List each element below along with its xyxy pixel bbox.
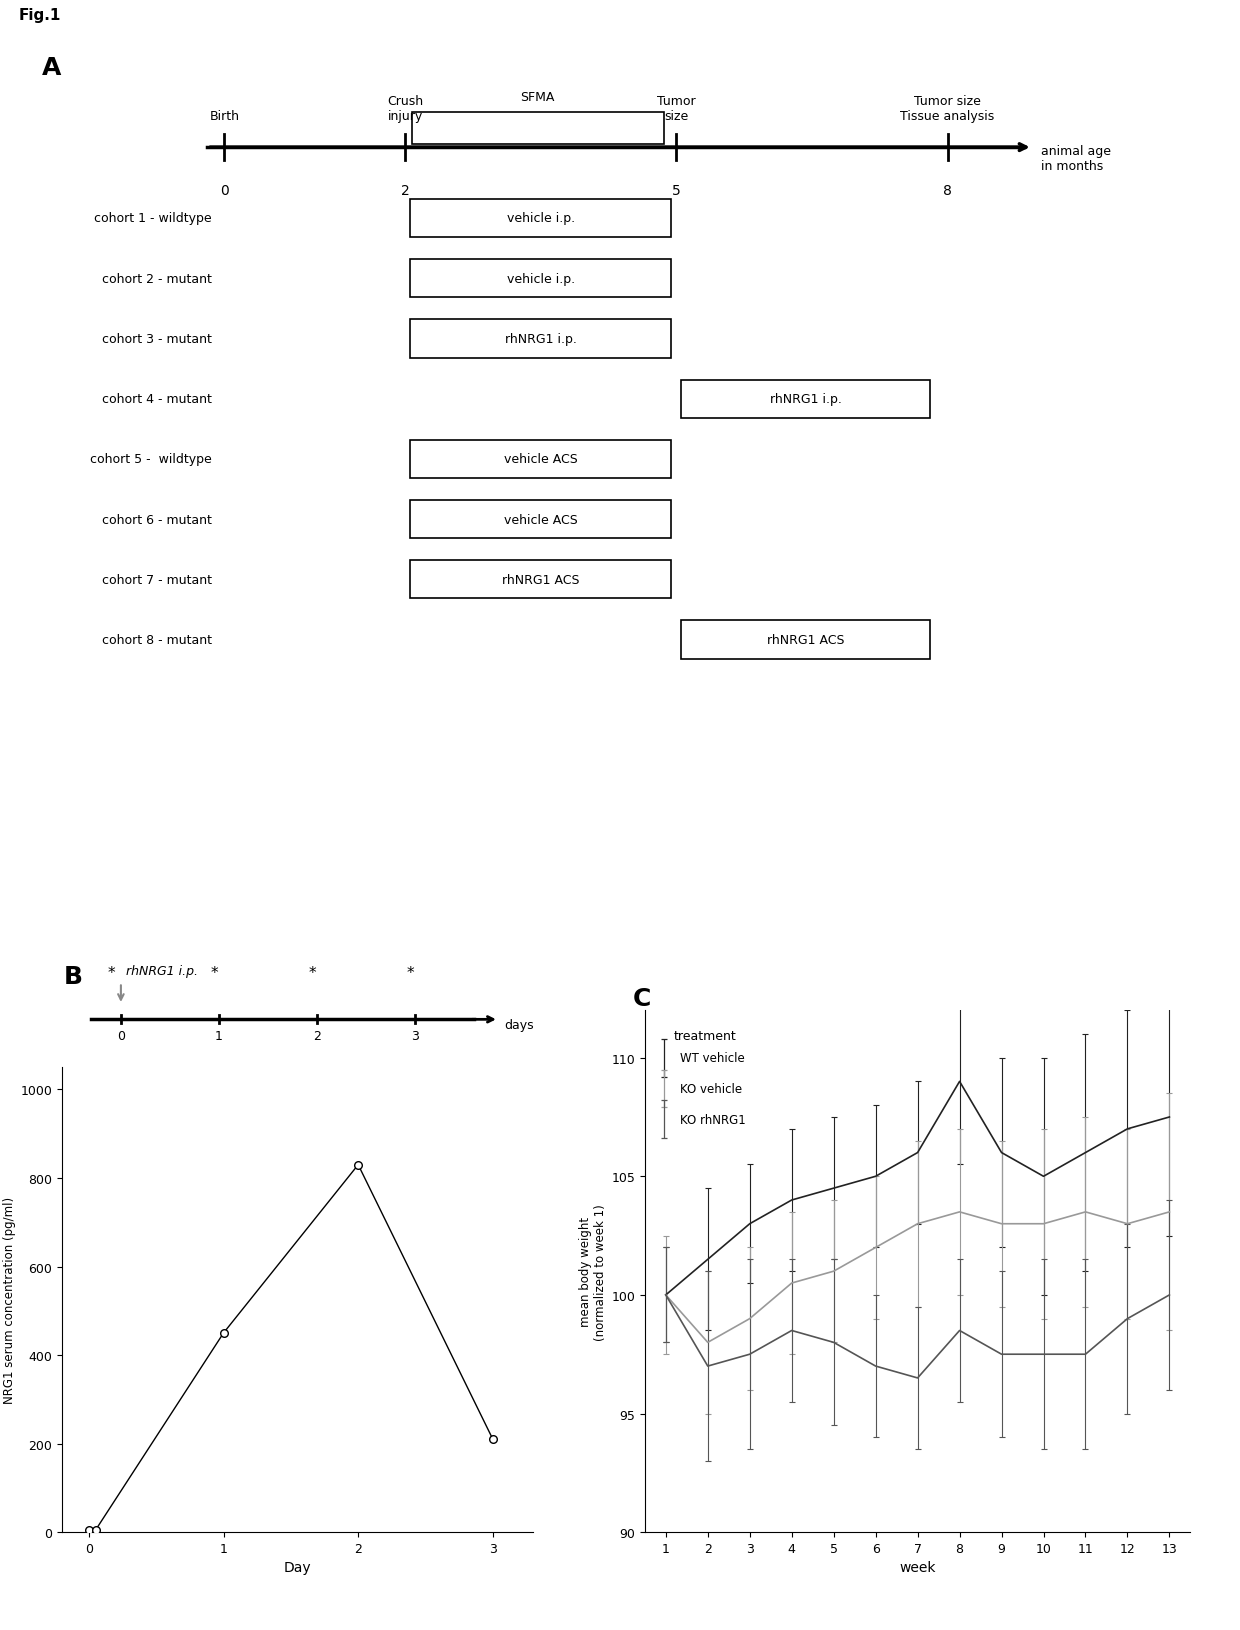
Text: WT vehicle: WT vehicle [681,1051,745,1064]
Text: SFMA: SFMA [521,91,556,104]
Text: Birth: Birth [210,111,239,124]
Text: *: * [211,965,218,980]
Text: A: A [41,55,61,80]
Y-axis label: mean body weight
(normalized to week 1): mean body weight (normalized to week 1) [579,1203,608,1340]
Text: 0: 0 [219,184,228,197]
Text: cohort 6 - mutant: cohort 6 - mutant [102,513,212,526]
Text: KO rhNRG1: KO rhNRG1 [681,1113,746,1126]
Bar [410,259,671,298]
Text: 0: 0 [117,1030,125,1043]
Text: Tumor
size: Tumor size [657,95,696,124]
Bar [410,200,671,238]
Bar [410,500,671,540]
Text: Crush
injury: Crush injury [387,95,423,124]
Text: rhNRG1 ACS: rhNRG1 ACS [502,574,579,587]
Text: *: * [108,965,115,980]
Text: KO vehicle: KO vehicle [681,1082,743,1095]
Text: cohort 2 - mutant: cohort 2 - mutant [102,272,212,285]
Text: cohort 4 - mutant: cohort 4 - mutant [102,393,212,406]
Text: rhNRG1 ACS: rhNRG1 ACS [766,634,844,647]
Text: 5: 5 [672,184,681,197]
Text: 3: 3 [412,1030,419,1043]
Text: Tumor size
Tissue analysis: Tumor size Tissue analysis [900,95,994,124]
Text: rhNRG1 i.p.: rhNRG1 i.p. [505,333,577,346]
Text: days: days [503,1019,533,1032]
Text: 8: 8 [944,184,952,197]
Text: 2: 2 [401,184,409,197]
X-axis label: Day: Day [284,1560,311,1575]
Bar [410,440,671,479]
Text: *: * [407,965,414,980]
Text: Fig.1: Fig.1 [19,8,61,23]
Text: rhNRG1 i.p.: rhNRG1 i.p. [125,965,198,978]
Text: vehicle ACS: vehicle ACS [503,513,578,526]
Text: cohort 8 - mutant: cohort 8 - mutant [102,634,212,647]
Text: rhNRG1 i.p.: rhNRG1 i.p. [770,393,842,406]
Text: animal age
in months: animal age in months [1042,145,1111,173]
X-axis label: week: week [899,1560,936,1575]
Text: 1: 1 [215,1030,223,1043]
Text: cohort 1 - wildtype: cohort 1 - wildtype [94,212,212,225]
Text: vehicle ACS: vehicle ACS [503,453,578,466]
Bar [410,561,671,600]
Text: *: * [309,965,316,980]
Text: 2: 2 [314,1030,321,1043]
Y-axis label: NRG1 serum concentration (pg/ml): NRG1 serum concentration (pg/ml) [4,1196,16,1403]
Text: cohort 3 - mutant: cohort 3 - mutant [102,333,212,346]
Bar [410,319,671,359]
Text: vehicle i.p.: vehicle i.p. [507,272,575,285]
Text: vehicle i.p.: vehicle i.p. [507,212,575,225]
Text: C: C [632,986,651,1011]
Text: cohort 7 - mutant: cohort 7 - mutant [102,574,212,587]
Bar [682,621,930,659]
Bar [682,380,930,419]
Text: treatment: treatment [675,1030,737,1043]
Text: B: B [64,965,83,988]
Bar [412,112,663,145]
Text: cohort 5 -  wildtype: cohort 5 - wildtype [89,453,212,466]
